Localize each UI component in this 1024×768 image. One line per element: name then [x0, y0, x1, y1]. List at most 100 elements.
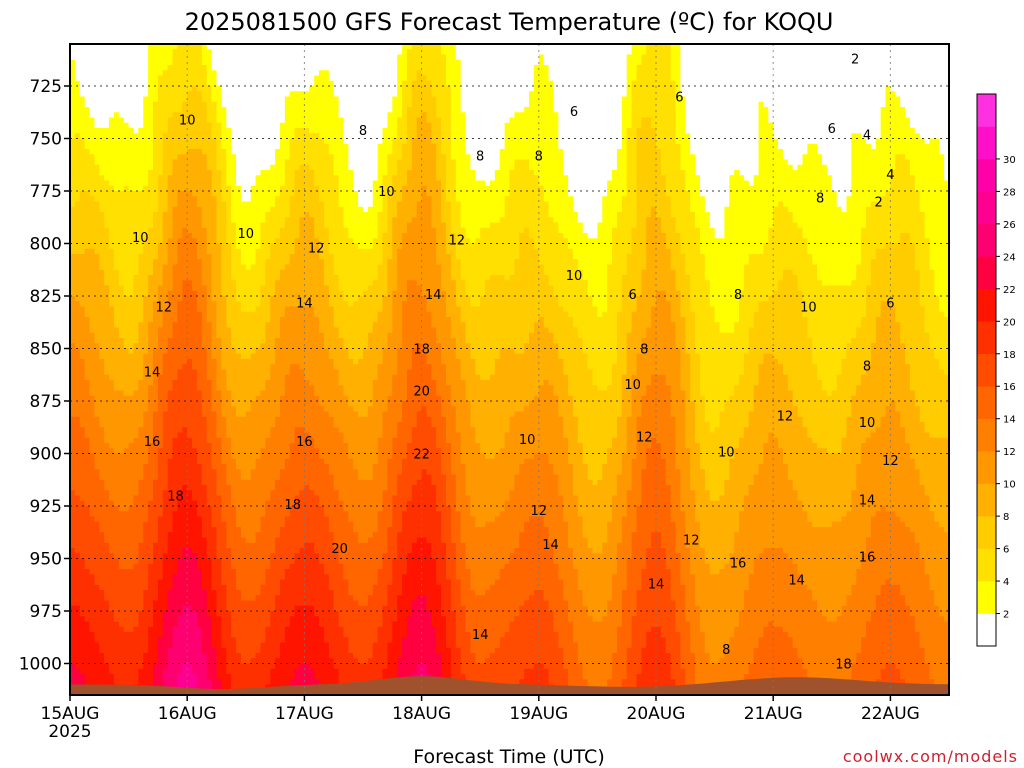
temperature-cell — [558, 416, 564, 497]
temperature-cell — [138, 254, 144, 323]
temperature-cell — [358, 479, 364, 544]
temperature-cell — [182, 280, 188, 365]
temperature-cell — [431, 227, 437, 329]
temperature-cell — [182, 605, 188, 665]
temperature-cell — [143, 353, 149, 413]
temperature-cell — [192, 553, 198, 612]
temperature-cell — [797, 290, 804, 418]
temperature-cell — [182, 427, 188, 486]
temperature-cell — [914, 133, 921, 192]
temperature-cell — [314, 185, 320, 239]
temperature-cell — [143, 44, 149, 98]
temperature-cell — [284, 264, 291, 308]
temperature-cell — [123, 632, 130, 695]
temperature-cell — [602, 464, 608, 544]
temperature-cell — [392, 96, 398, 140]
temperature-cell — [822, 390, 828, 449]
temperature-cell — [524, 44, 530, 108]
temperature-cell — [406, 616, 413, 686]
temperature-cell — [533, 248, 540, 323]
temperature-cell — [143, 590, 149, 654]
temperature-cell — [216, 86, 222, 124]
temperature-cell — [177, 238, 183, 302]
colorbar-segment — [977, 288, 996, 322]
temperature-cell — [323, 464, 330, 518]
temperature-cell — [128, 506, 135, 570]
temperature-cell — [690, 574, 696, 654]
temperature-cell — [509, 275, 515, 350]
temperature-cell — [514, 353, 520, 413]
temperature-cell — [489, 458, 496, 523]
temperature-cell — [446, 317, 452, 386]
temperature-cell — [89, 117, 96, 155]
temperature-cell — [177, 112, 183, 155]
temperature-cell — [929, 44, 935, 140]
contour-label: 12 — [308, 242, 325, 257]
temperature-cell — [177, 490, 183, 560]
temperature-cell — [895, 44, 901, 98]
temperature-cell — [109, 553, 115, 612]
temperature-cell — [704, 422, 711, 491]
temperature-cell — [778, 280, 784, 365]
temperature-cell — [109, 185, 115, 250]
temperature-cell — [582, 605, 589, 680]
temperature-cell — [485, 44, 491, 187]
temperature-cell — [514, 112, 520, 161]
ground-fill — [70, 676, 949, 695]
temperature-cell — [782, 269, 789, 376]
temperature-cell — [270, 427, 276, 491]
temperature-cell — [465, 238, 472, 297]
colorbar-segment — [977, 126, 996, 160]
contour-label: 12 — [636, 431, 653, 446]
temperature-cell — [543, 668, 550, 695]
temperature-cell — [289, 91, 296, 140]
temperature-cell — [104, 128, 110, 182]
temperature-cell — [656, 149, 662, 218]
temperature-cell — [284, 569, 291, 628]
temperature-cell — [236, 416, 242, 470]
temperature-cell — [138, 44, 144, 129]
temperature-cell — [250, 44, 257, 187]
temperature-cell — [260, 222, 266, 287]
temperature-cell — [74, 201, 81, 255]
temperature-cell — [787, 212, 794, 271]
temperature-cell — [431, 143, 437, 229]
temperature-cell — [455, 259, 462, 308]
temperature-cell — [465, 569, 472, 633]
temperature-cell — [890, 306, 896, 402]
temperature-cell — [709, 306, 716, 434]
temperature-cell — [851, 395, 857, 491]
temperature-cell — [602, 196, 608, 313]
x-tick-label: 17AUG — [275, 704, 334, 724]
temperature-cell — [333, 44, 340, 98]
temperature-cell — [353, 191, 359, 245]
temperature-cell — [529, 170, 535, 239]
temperature-cell — [294, 553, 301, 607]
temperature-cell — [319, 563, 325, 628]
temperature-cell — [914, 542, 921, 633]
temperature-cell — [460, 542, 467, 607]
temperature-cell — [851, 280, 857, 339]
temperature-cell — [79, 427, 86, 502]
colorbar-label: 16 — [1003, 382, 1016, 393]
temperature-cell — [123, 185, 130, 297]
temperature-cell — [563, 521, 569, 602]
colorbar-label: 26 — [1003, 220, 1016, 231]
temperature-cell — [265, 259, 271, 323]
contour-label: 8 — [535, 149, 543, 164]
temperature-cell — [621, 374, 628, 455]
temperature-cell — [641, 647, 647, 695]
temperature-cell — [826, 621, 833, 695]
temperature-cell — [299, 91, 305, 129]
temperature-cell — [255, 44, 262, 176]
temperature-cell — [685, 44, 691, 134]
temperature-cell — [128, 632, 135, 691]
temperature-cell — [289, 138, 296, 197]
temperature-cell — [338, 626, 345, 686]
temperature-cell — [89, 248, 96, 334]
temperature-cell — [548, 332, 555, 386]
temperature-cell — [529, 91, 535, 171]
temperature-cell — [431, 380, 437, 428]
temperature-cell — [392, 437, 398, 497]
